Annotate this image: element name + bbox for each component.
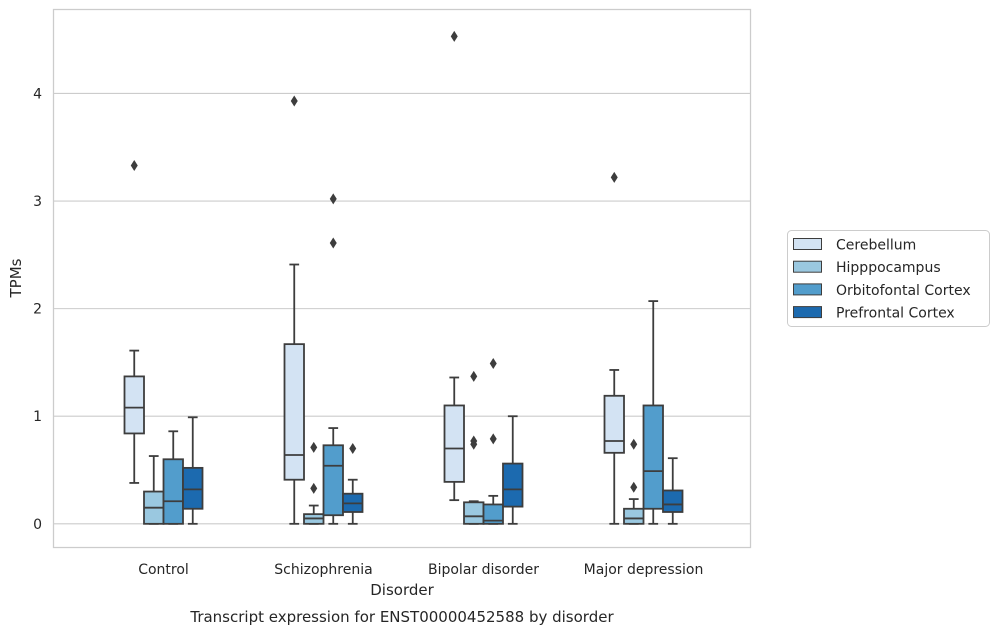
boxes [123, 30, 684, 525]
box [623, 507, 645, 525]
legend: Cerebellum Hipppocampus Orbitofontal Corte… [787, 230, 990, 327]
outlier-point [329, 237, 337, 249]
y-tick-label: 0 [33, 517, 42, 533]
legend-label: Hipppocampus [836, 260, 941, 276]
box [463, 501, 485, 525]
box [162, 458, 184, 525]
outlier-point [489, 433, 497, 445]
box-group [182, 416, 204, 525]
box-group [443, 30, 465, 502]
outlier-point [130, 160, 138, 172]
x-tick-label: Schizophrenia [274, 562, 372, 578]
box-group [642, 300, 664, 525]
chart-caption: Transcript expression for ENST0000045258… [189, 608, 614, 626]
box-group [322, 193, 344, 525]
outlier-point [489, 358, 497, 370]
box [443, 404, 465, 483]
legend-swatch [793, 306, 822, 319]
outlier-point [470, 370, 478, 382]
box-group [162, 430, 184, 525]
outlier-point [290, 95, 298, 107]
outlier-point [349, 443, 357, 455]
legend-label: Cerebellum [836, 238, 916, 254]
box-group [303, 441, 325, 525]
box-group [662, 457, 684, 525]
legend-label: Prefrontal Cortex [836, 306, 955, 322]
box [603, 394, 625, 454]
box [123, 375, 145, 435]
box [322, 444, 344, 517]
outlier-point [470, 435, 478, 447]
legend-swatch [793, 260, 822, 273]
legend-frame [787, 230, 990, 327]
outlier-point [610, 171, 618, 183]
plot-area-frame [52, 8, 752, 549]
outlier-point [329, 193, 337, 205]
legend-swatch [793, 238, 822, 250]
y-tick-label: 2 [33, 302, 42, 318]
y-tick-label: 3 [33, 194, 42, 210]
box-group [342, 443, 364, 525]
outlier-point [630, 438, 638, 450]
box-group [603, 171, 625, 525]
x-tick-label: Major depression [584, 562, 704, 578]
x-tick-label: Bipolar disorder [428, 562, 539, 578]
y-axis-label: TPMs [7, 258, 25, 298]
box-group [123, 160, 145, 484]
y-tick-label: 4 [33, 86, 42, 102]
box-group [502, 415, 524, 525]
box [182, 466, 204, 510]
legend-swatch [793, 283, 822, 296]
box-group [463, 370, 485, 525]
box-group [623, 438, 645, 525]
y-tick-labels: 0 1 2 3 4 [33, 86, 42, 532]
box [662, 489, 684, 513]
box-group [283, 95, 305, 525]
x-axis-label: Disorder [370, 581, 434, 599]
outlier-point [630, 481, 638, 493]
outlier-point [310, 441, 318, 453]
y-tick-label: 1 [33, 409, 42, 425]
box [283, 343, 305, 481]
legend-label: Orbitofontal Cortex [836, 283, 971, 299]
box-group [482, 358, 504, 525]
x-tick-labels: Control Schizophrenia Bipolar disorder Majo… [138, 562, 703, 578]
box [482, 503, 504, 525]
outlier-point [310, 482, 318, 494]
box [642, 404, 664, 510]
box [502, 462, 524, 508]
box-group [143, 455, 165, 525]
outlier-point [450, 30, 458, 42]
x-tick-label: Control [138, 562, 189, 578]
